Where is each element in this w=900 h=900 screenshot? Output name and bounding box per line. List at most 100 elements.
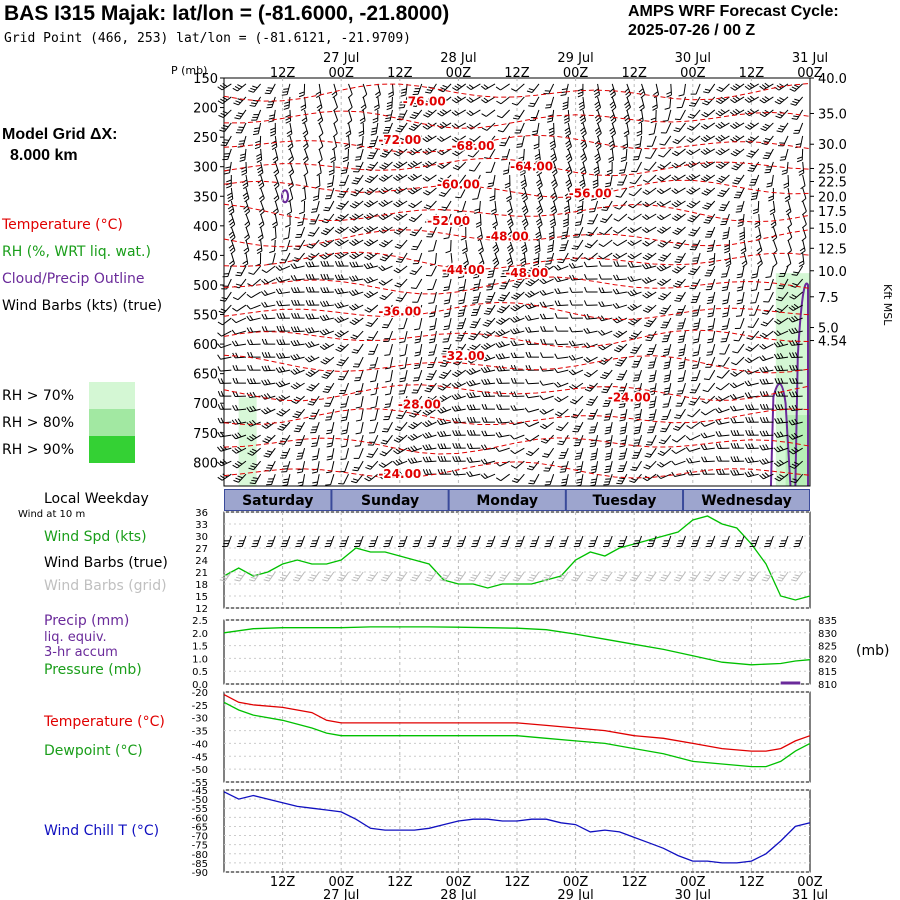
wind-barb: [580, 148, 588, 164]
wind-barb: [569, 274, 583, 281]
wind-barb: [353, 447, 364, 459]
wind-barb: [686, 160, 701, 168]
wind-barb: [319, 314, 334, 321]
wind-barb: [528, 473, 540, 485]
wind-barb: [409, 226, 423, 237]
wind-barb: [461, 239, 468, 255]
wind-barb: [399, 357, 408, 370]
wind-barb: [261, 379, 276, 386]
wind-barb: [496, 96, 510, 105]
wind-barb: [364, 252, 379, 261]
wind-barb: [561, 226, 569, 240]
wind-barb: [761, 135, 774, 146]
wind-barb: [657, 226, 672, 234]
wind-barb: [438, 369, 452, 379]
wind-barb: [557, 434, 569, 446]
wind-barb: [678, 343, 686, 357]
wind-barb: [231, 329, 247, 335]
wind-barb: [659, 304, 672, 315]
wind-barb: [759, 403, 774, 410]
wind-barb: [641, 262, 657, 270]
wind-barb: [774, 473, 789, 482]
wind-barb: [338, 473, 349, 485]
pressure-tick-label: 550: [193, 309, 218, 324]
wind-barb: [759, 96, 774, 104]
wind-barb: [367, 434, 379, 446]
wind-barb: [789, 352, 803, 359]
precip-panel-tick-label: 2.5: [192, 616, 208, 627]
wind-barb: [557, 252, 569, 264]
wind-barb: [422, 420, 437, 428]
wind-barb: [452, 148, 467, 157]
wind-barb: [458, 291, 467, 305]
wind-barb: [451, 135, 466, 143]
wind-barb: [365, 317, 379, 327]
wind-barb: [789, 460, 804, 469]
wind-barb: [304, 341, 320, 348]
wind-barb: [227, 200, 235, 216]
wind-barb: [688, 226, 701, 237]
grid-wind-barb: [219, 571, 232, 582]
wind-barb: [672, 135, 686, 145]
wind-barb: [413, 356, 423, 370]
wind-barb: [232, 377, 246, 384]
wind-barb: [468, 330, 481, 341]
wind-barb: [246, 291, 261, 299]
wind-barb: [455, 187, 467, 199]
wind-barb: [529, 109, 540, 121]
hour-tick-label-top: 12Z: [739, 66, 765, 81]
wind-barb: [422, 444, 437, 451]
wind-barb: [364, 304, 379, 313]
wind-barb: [584, 274, 598, 280]
wind-barb: [688, 265, 701, 276]
wind-barb: [353, 161, 364, 173]
wind-barb: [701, 395, 716, 404]
wind-barb: [550, 187, 558, 203]
label-wind-chill: Wind Chill T (°C): [44, 823, 160, 839]
wind-barb: [555, 421, 569, 432]
wind-barb: [701, 109, 716, 118]
wind-barb: [442, 330, 452, 343]
wind-barb: [646, 135, 657, 147]
wind-barb: [319, 328, 335, 336]
wind-barb: [222, 265, 232, 278]
wind-barb: [574, 448, 584, 460]
wind-barb: [526, 83, 540, 94]
wind-barb: [510, 83, 525, 92]
wind-barb: [568, 369, 584, 376]
surface-wind-barb: [339, 535, 349, 548]
wind-barb: [687, 109, 701, 119]
wind-barb: [363, 239, 379, 247]
wind-barb: [663, 370, 672, 383]
wind-barb: [369, 409, 379, 422]
wind-barb: [451, 381, 466, 389]
wind-barb: [624, 96, 631, 112]
wind-barb: [733, 330, 745, 342]
temperature-contour: [223, 134, 811, 154]
wind-barb: [248, 265, 262, 275]
wind-barb: [628, 187, 642, 197]
wind-barb: [598, 260, 613, 267]
wind-barb: [350, 330, 364, 340]
wind-barb: [536, 174, 543, 190]
wind-barb: [467, 343, 481, 352]
wind-barb: [764, 278, 774, 291]
wind-barb: [512, 278, 525, 289]
wind-barb: [408, 213, 423, 223]
pressure-tick-label: 750: [193, 427, 218, 442]
wind-barb: [246, 405, 261, 413]
hour-tick-label-bottom: 12Z: [270, 875, 296, 890]
wind-barb: [442, 265, 452, 278]
wind-barb: [378, 460, 393, 468]
wind-barb: [309, 213, 320, 225]
date-tick-label-bottom: 28 Jul: [440, 888, 476, 900]
wind-barb: [244, 213, 251, 229]
wind-barb: [734, 317, 745, 330]
wind-barb: [331, 135, 338, 151]
wind-barb: [305, 355, 320, 363]
wind-barb: [368, 135, 379, 148]
wind-barb: [324, 395, 335, 407]
wind-barb: [629, 174, 642, 185]
wind-barb: [495, 317, 510, 325]
